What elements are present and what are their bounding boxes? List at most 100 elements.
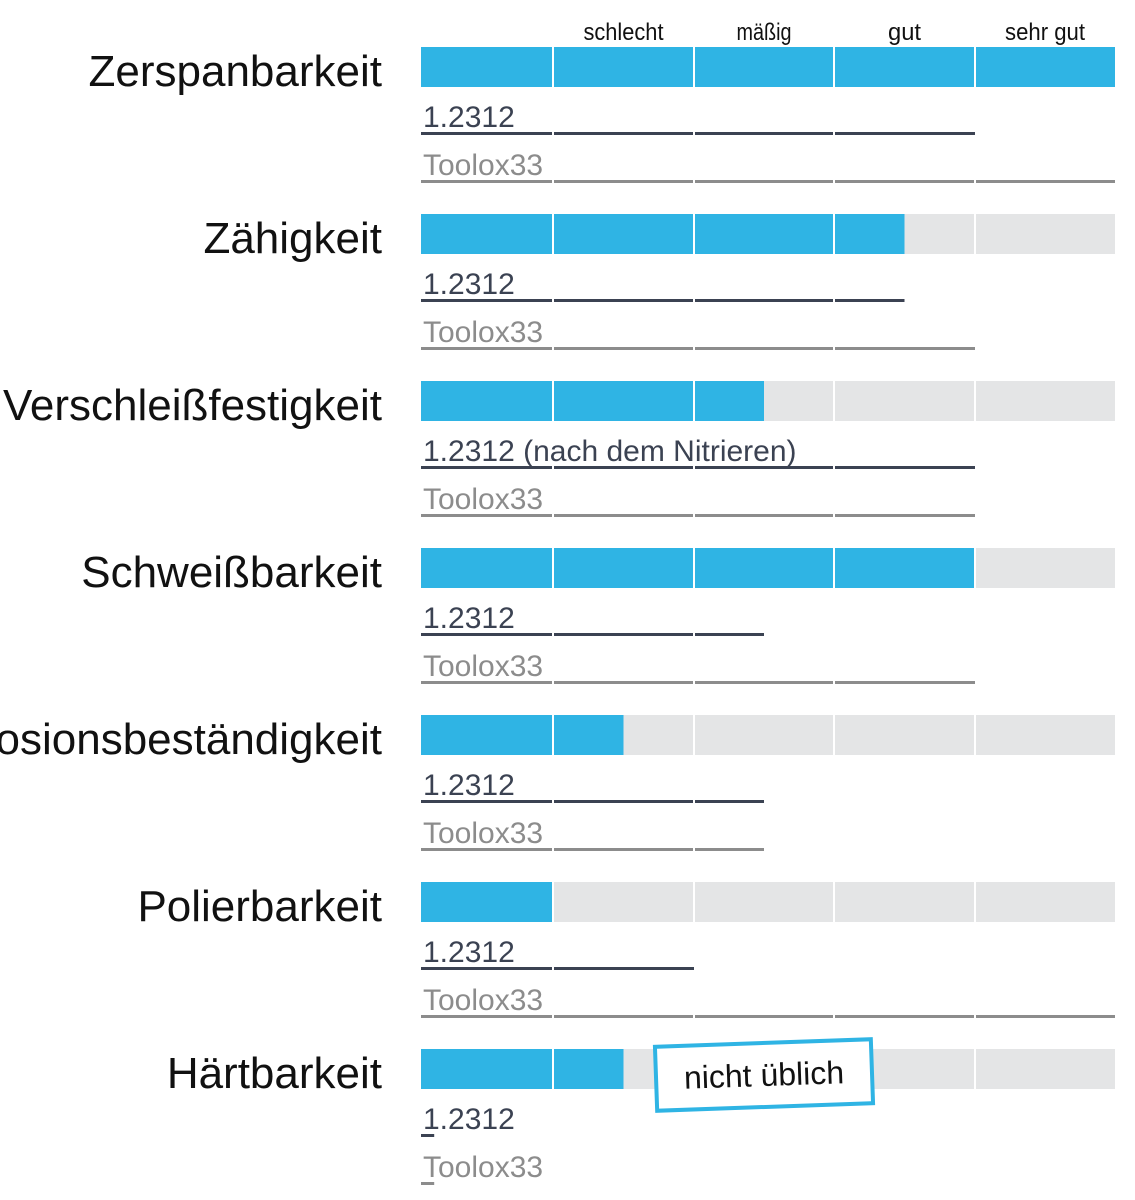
- rating-bar: [421, 381, 764, 421]
- steel-label: 1.2312: [423, 602, 515, 635]
- toolox-label: Toolox33: [423, 984, 543, 1017]
- bar-divider: [552, 47, 554, 87]
- bar-divider: [974, 1049, 976, 1089]
- bar-divider: [974, 214, 976, 254]
- bar-divider: [552, 715, 554, 755]
- line-gap: [693, 514, 695, 517]
- note-border: [652, 1037, 876, 1113]
- line-gap: [552, 800, 554, 803]
- steel-line: [421, 299, 905, 302]
- scale-label: schlecht: [584, 19, 664, 46]
- steel-label: 1.2312 (nach dem Nitrieren): [423, 435, 797, 468]
- line-gap: [552, 132, 554, 135]
- bar-divider: [552, 548, 554, 588]
- note-box: nicht üblich: [652, 1037, 876, 1113]
- bar-divider: [833, 715, 835, 755]
- line-gap: [693, 800, 695, 803]
- line-gap: [693, 633, 695, 636]
- bar-divider: [693, 214, 695, 254]
- steel-line: [421, 633, 764, 636]
- steel-line: [421, 967, 694, 970]
- toolox-label: Toolox33: [423, 817, 543, 850]
- line-gap: [552, 180, 554, 183]
- note-text: nicht üblich: [683, 1054, 844, 1096]
- scale-label: sehr gut: [1005, 19, 1085, 46]
- toolox-line: [421, 848, 764, 851]
- line-gap: [552, 967, 554, 970]
- rating-bar: [421, 1049, 624, 1089]
- rating-bar: [421, 548, 975, 588]
- property-label: Zerspanbarkeit: [89, 47, 382, 96]
- steel-label: 1.2312: [423, 936, 515, 969]
- property-label: Zähigkeit: [203, 214, 382, 263]
- toolox-label: Toolox33: [423, 483, 543, 516]
- property-label: Schweißbarkeit: [81, 548, 382, 597]
- steel-label: 1.2312: [423, 1103, 515, 1136]
- property-label: Härtbarkeit: [167, 1049, 382, 1098]
- toolox-label: Toolox33: [423, 316, 543, 349]
- rating-bar: [421, 882, 553, 922]
- toolox-label: Toolox33: [423, 1151, 543, 1184]
- line-gap: [833, 466, 835, 469]
- bar-divider: [552, 882, 554, 922]
- line-gap: [552, 1015, 554, 1018]
- scale-label: gut: [888, 19, 921, 46]
- line-gap: [833, 180, 835, 183]
- line-gap: [693, 848, 695, 851]
- steel-line: [421, 466, 975, 469]
- line-gap: [974, 1015, 976, 1018]
- toolox-line: [421, 681, 975, 684]
- bar-divider: [552, 381, 554, 421]
- line-gap: [552, 848, 554, 851]
- line-gap: [552, 681, 554, 684]
- line-gap: [833, 299, 835, 302]
- line-gap: [974, 180, 976, 183]
- steel-line: [421, 132, 975, 135]
- line-gap: [552, 633, 554, 636]
- toolox-line: [421, 347, 975, 350]
- toolox-line: [421, 180, 1115, 183]
- line-gap: [833, 1015, 835, 1018]
- toolox-line: [421, 514, 975, 517]
- property-label: Verschleißfestigkeit: [3, 381, 382, 430]
- bar-divider: [974, 715, 976, 755]
- bar-divider: [974, 882, 976, 922]
- line-gap: [693, 180, 695, 183]
- steel-label: 1.2312: [423, 101, 515, 134]
- bar-divider: [693, 381, 695, 421]
- bar-divider: [833, 47, 835, 87]
- toolox-line: [421, 1015, 1115, 1018]
- steel-line: [421, 800, 764, 803]
- rating-bar: [421, 214, 905, 254]
- line-gap: [693, 299, 695, 302]
- bar-divider: [974, 548, 976, 588]
- line-gap: [693, 347, 695, 350]
- rating-bar: [421, 47, 1115, 87]
- bar-divider: [833, 214, 835, 254]
- steel-label: 1.2312: [423, 268, 515, 301]
- line-gap: [552, 299, 554, 302]
- line-gap: [552, 466, 554, 469]
- scale-label: mäßig: [737, 19, 792, 46]
- bar-divider: [552, 214, 554, 254]
- bar-divider: [833, 381, 835, 421]
- line-gap: [833, 132, 835, 135]
- toolox-line: [421, 1182, 435, 1185]
- line-gap: [833, 514, 835, 517]
- steel-line: [421, 1134, 435, 1137]
- line-gap: [693, 466, 695, 469]
- toolox-label: Toolox33: [423, 149, 543, 182]
- line-gap: [693, 1015, 695, 1018]
- line-gap: [833, 347, 835, 350]
- line-gap: [552, 347, 554, 350]
- bar-divider: [974, 47, 976, 87]
- line-gap: [552, 514, 554, 517]
- property-label: Polierbarkeit: [137, 882, 382, 931]
- line-gap: [693, 132, 695, 135]
- bar-divider: [974, 381, 976, 421]
- line-gap: [693, 681, 695, 684]
- bar-divider: [693, 548, 695, 588]
- property-label: Korrosionsbeständigkeit: [0, 715, 382, 764]
- rating-bar: [421, 715, 624, 755]
